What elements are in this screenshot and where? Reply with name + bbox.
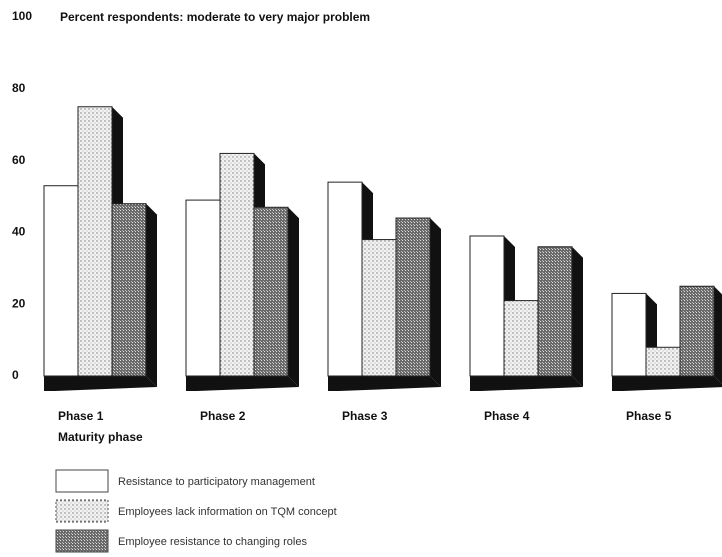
x-tick-label: Phase 5 — [626, 409, 672, 423]
legend-swatch — [55, 469, 109, 493]
bar — [77, 106, 113, 377]
bar — [611, 292, 647, 377]
bar — [537, 246, 573, 377]
y-tick-label: 80 — [12, 81, 26, 95]
bar — [469, 235, 505, 377]
floor-shadow — [44, 376, 157, 391]
y-tick-label: 100 — [12, 9, 32, 23]
x-axis-label: Maturity phase — [58, 430, 143, 444]
floor-shadow — [612, 376, 722, 391]
bar — [327, 181, 363, 377]
x-tick-label: Phase 1 — [58, 409, 104, 423]
bar — [219, 152, 255, 377]
bar-side — [430, 218, 441, 387]
legend-label: Employee resistance to changing roles — [118, 536, 307, 548]
x-tick-label: Phase 4 — [484, 409, 530, 423]
legend-swatch — [55, 529, 109, 553]
legend-label: Employees lack information on TQM concep… — [118, 506, 337, 518]
y-tick-label: 0 — [12, 368, 19, 382]
bar — [111, 203, 147, 377]
floor-shadow — [328, 376, 441, 391]
y-tick-label: 60 — [12, 153, 26, 167]
legend-swatch — [55, 499, 109, 523]
bar — [361, 239, 397, 377]
bar — [185, 199, 221, 377]
y-tick-label: 20 — [12, 296, 26, 310]
bar — [43, 185, 79, 377]
y-tick-label: 40 — [12, 225, 26, 239]
bar-side — [572, 246, 583, 387]
bar — [395, 217, 431, 377]
x-tick-label: Phase 2 — [200, 409, 246, 423]
bar — [503, 300, 539, 377]
floor-shadow — [470, 376, 583, 391]
chart-title: Percent respondents: moderate to very ma… — [60, 10, 370, 24]
bar — [253, 206, 289, 377]
bar-side — [288, 207, 299, 387]
bar — [645, 346, 681, 377]
x-tick-label: Phase 3 — [342, 409, 388, 423]
bar — [679, 285, 715, 377]
legend-label: Resistance to participatory management — [118, 476, 315, 488]
floor-shadow — [186, 376, 299, 391]
bar-side — [146, 203, 157, 387]
bar-side — [714, 286, 722, 384]
